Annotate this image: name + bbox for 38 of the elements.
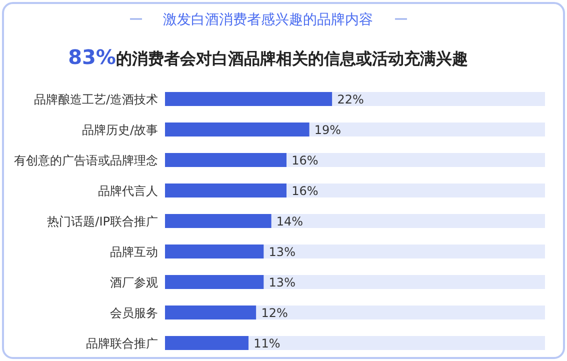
y-tick-label: 有创意的广告语或品牌理念 (14, 154, 158, 168)
bar (165, 275, 264, 289)
data-label: 22% (337, 92, 364, 106)
bar (286, 153, 545, 167)
y-tick-label: 品牌互动 (110, 245, 158, 259)
y-tick-label: 会员服务 (110, 306, 158, 320)
bar (165, 92, 332, 106)
y-tick-label: 酒厂参观 (110, 276, 158, 290)
bar (271, 214, 545, 228)
bar (165, 336, 249, 350)
bar (248, 336, 545, 350)
bar (256, 306, 545, 320)
bar (165, 153, 287, 167)
bar (309, 122, 545, 136)
data-label: 14% (276, 214, 304, 228)
data-label: 19% (314, 123, 342, 137)
data-label: 13% (268, 276, 296, 290)
data-label: 13% (268, 245, 296, 259)
bar (165, 122, 310, 136)
bar (286, 184, 545, 198)
bar (264, 275, 545, 289)
chart-title: 激发白酒消费者感兴趣的品牌内容 (163, 12, 373, 28)
y-tick-label: 品牌联合推广 (86, 336, 158, 350)
data-label: 11% (254, 336, 280, 350)
bar (332, 92, 545, 106)
bar (165, 244, 264, 258)
bar (165, 184, 287, 198)
bar (165, 306, 256, 320)
data-label: 12% (261, 306, 288, 320)
y-tick-label: 品牌酿造工艺/造酒技术 (34, 92, 158, 106)
bar (165, 214, 272, 228)
data-label: 16% (292, 154, 318, 168)
data-label: 16% (292, 184, 318, 198)
bar (264, 244, 545, 258)
chart-subtitle: 83%的消费者会对白酒品牌相关的信息或活动充满兴趣 (68, 45, 468, 69)
y-tick-label: 品牌代言人 (98, 184, 158, 198)
y-tick-label: 品牌历史/故事 (82, 123, 158, 137)
y-tick-label: 热门话题/IP联合推广 (47, 214, 158, 228)
